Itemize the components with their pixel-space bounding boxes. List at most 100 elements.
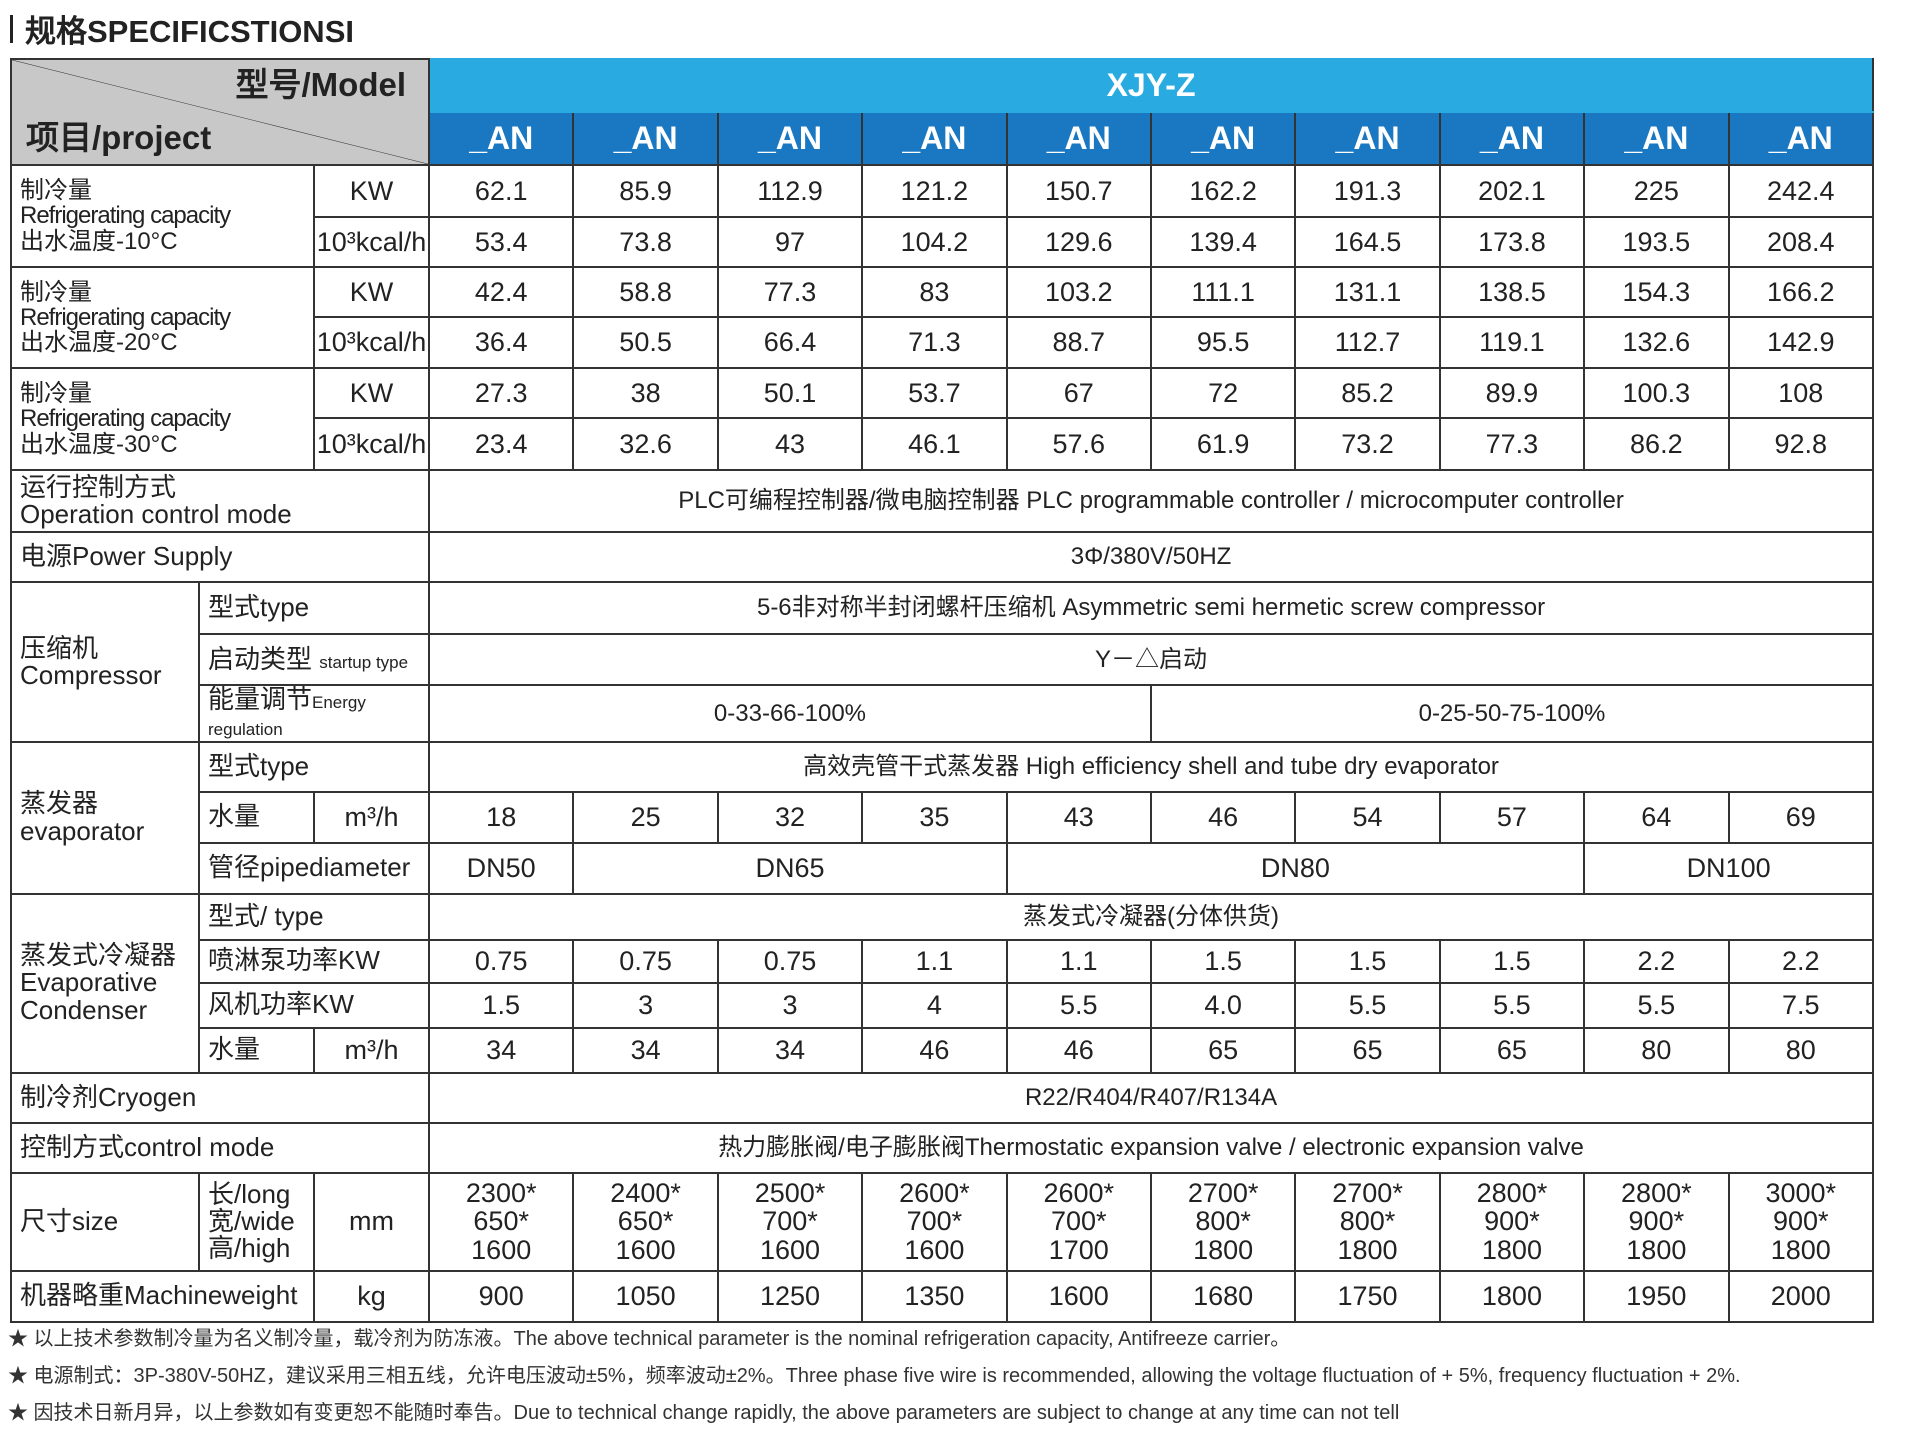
value-cell: 2.2 bbox=[1583, 938, 1730, 984]
table-row: 制冷剂Cryogen R22/R404/R407/R134A bbox=[10, 1071, 1875, 1124]
footnote: ★ 以上技术参数制冷量为名义制冷量，载冷剂为防冻液。The above tech… bbox=[8, 1328, 1291, 1350]
startup-label: 启动类型 startup type bbox=[198, 633, 430, 686]
model-label: 型号/Model bbox=[235, 66, 407, 103]
capacity-label: 制冷量 Refrigerating capacity 出水温度-30°C bbox=[10, 367, 315, 471]
dim-value: 1700 bbox=[1048, 1234, 1109, 1265]
label-cn: 制冷量 bbox=[20, 380, 92, 408]
model-header: _AN bbox=[427, 111, 575, 166]
pipe-value: DN100 bbox=[1583, 841, 1875, 895]
label-en: startup type bbox=[319, 652, 409, 672]
evaporator-label: 蒸发器 evaporator bbox=[10, 740, 200, 895]
power-label: 电源Power Supply bbox=[10, 531, 430, 583]
label-cn: 蒸发器 bbox=[20, 788, 99, 819]
project-label: 项目/project bbox=[26, 119, 212, 157]
value-cell: 4 bbox=[861, 981, 1008, 1029]
value-cell: 85.2 bbox=[1294, 367, 1441, 419]
table-row: 尺寸size 长/long 宽/wide 高/high mm 2300* 650* 1600 2… bbox=[10, 1171, 1875, 1272]
table-row: 水量 m³/h 18 25 32 35 43 46 54 57 64 69 bbox=[11, 790, 1875, 844]
size-value: 2800* 900* 1800 bbox=[1438, 1171, 1586, 1272]
table-row: 10³kcal/h 53.4 73.8 97 104.2 129.6 139.4 164.5 1… bbox=[11, 216, 1875, 268]
section-title: 规格SPECIFICSTIONSI bbox=[10, 6, 354, 51]
value-cell: 58.8 bbox=[572, 266, 719, 318]
value-cell: 193.5 bbox=[1583, 216, 1730, 268]
value-cell: 71.3 bbox=[861, 316, 1008, 369]
value-cell: 104.2 bbox=[861, 216, 1008, 268]
table-row: 能量调节Energy regulation 0-33-66-100% 0-25-50… bbox=[11, 684, 1875, 743]
table-row: 制冷量 Refrigerating capacity 出水温度-30°C KW 27.3… bbox=[10, 367, 1875, 471]
value-cell: 23.4 bbox=[427, 417, 575, 471]
dim-value: 2800* bbox=[1476, 1178, 1548, 1209]
pump-label: 喷淋泵功率KW bbox=[198, 938, 430, 984]
unit-cell: KW bbox=[313, 266, 430, 318]
size-value: 2700* 800* 1800 bbox=[1294, 1171, 1441, 1272]
dim-value: 1800 bbox=[1481, 1234, 1542, 1265]
value-cell: 88.7 bbox=[1005, 316, 1152, 369]
label-en: Compressor bbox=[20, 659, 162, 690]
value-cell: 43 bbox=[1005, 790, 1152, 844]
value-cell: 54 bbox=[1294, 790, 1441, 844]
value-cell: 131.1 bbox=[1294, 266, 1441, 318]
control-value: 热力膨胀阀/电子膨胀阀Thermostatic expansion valve … bbox=[427, 1121, 1875, 1174]
value-cell: 38 bbox=[572, 367, 719, 419]
table-row: 水量 m³/h 34 34 34 46 46 65 65 65 80 80 bbox=[11, 1026, 1875, 1074]
value-cell: 900 bbox=[427, 1269, 575, 1323]
size-value: 2800* 900* 1800 bbox=[1583, 1171, 1730, 1272]
value-cell: 89.9 bbox=[1438, 367, 1586, 419]
table-row: 10³kcal/h 36.4 50.5 66.4 71.3 88.7 95.5 112.7 11… bbox=[11, 316, 1875, 369]
value-cell: 72 bbox=[1149, 367, 1297, 419]
value-cell: 0.75 bbox=[572, 938, 719, 984]
unit-cell: KW bbox=[313, 164, 430, 218]
value-cell: 32.6 bbox=[572, 417, 719, 471]
power-value: 3Φ/380V/50HZ bbox=[427, 531, 1875, 583]
value-cell: 100.3 bbox=[1583, 367, 1730, 419]
dim-value: 1600 bbox=[471, 1234, 532, 1265]
weight-label: 机器略重Machineweight bbox=[10, 1269, 315, 1323]
dim-value: 700* bbox=[762, 1206, 818, 1237]
value-cell: 34 bbox=[716, 1026, 864, 1074]
table-row: 喷淋泵功率KW 0.75 0.75 0.75 1.1 1.1 1.5 1.5 1.5 2.2 2.2 bbox=[11, 938, 1875, 984]
dim-value: 700* bbox=[906, 1206, 963, 1237]
table-row: 蒸发式冷凝器 Evaporative Condenser 型式/ type 蒸发式冷凝… bbox=[10, 892, 1875, 1074]
dim-value: 2700* bbox=[1187, 1178, 1259, 1209]
value-cell: 208.4 bbox=[1727, 216, 1875, 268]
model-header: _AN bbox=[1149, 111, 1297, 166]
refrigerant-value: R22/R404/R407/R134A bbox=[427, 1071, 1875, 1124]
dim-value: 900* bbox=[1628, 1206, 1685, 1237]
dim-value: 1800 bbox=[1193, 1234, 1254, 1265]
size-dims: 长/long 宽/wide 高/high bbox=[198, 1171, 315, 1272]
value-cell: 36.4 bbox=[427, 316, 575, 369]
size-value: 2300* 650* 1600 bbox=[427, 1171, 575, 1272]
value-cell: 61.9 bbox=[1149, 417, 1297, 471]
dim-value: 2300* bbox=[465, 1178, 537, 1209]
value-cell: 225 bbox=[1583, 164, 1730, 218]
value-cell: 25 bbox=[572, 790, 719, 844]
label-en: Operation control mode bbox=[20, 499, 292, 529]
temp-label: 出水温度-10°C bbox=[20, 227, 178, 255]
value-cell: 77.3 bbox=[1438, 417, 1586, 471]
unit-cell: 10³kcal/h bbox=[313, 216, 430, 268]
table-row: 压缩机 Compressor 型式type 5-6非对称半封闭螺杆压缩机 Asymme… bbox=[10, 581, 1875, 743]
dim-value: 900* bbox=[1773, 1206, 1829, 1237]
label-en: Refrigerating capacity bbox=[20, 202, 231, 230]
unit-cell: mm bbox=[313, 1171, 430, 1272]
value-cell: 57.6 bbox=[1005, 417, 1152, 471]
value-cell: 73.2 bbox=[1294, 417, 1441, 471]
dim-value: 2700* bbox=[1332, 1178, 1403, 1209]
value-cell: 92.8 bbox=[1727, 417, 1875, 471]
table-row: 10³kcal/h 23.4 32.6 43 46.1 57.6 61.9 73.2 77.3 8… bbox=[11, 417, 1875, 471]
dim-label: 高/high bbox=[208, 1233, 291, 1264]
value-cell: 95.5 bbox=[1149, 316, 1297, 369]
type-value: 蒸发式冷凝器(分体供货) bbox=[427, 892, 1875, 941]
value-cell: 150.7 bbox=[1005, 164, 1152, 218]
size-value: 2500* 700* 1600 bbox=[716, 1171, 864, 1272]
value-cell: 1600 bbox=[1005, 1269, 1152, 1323]
value-cell: 2000 bbox=[1727, 1269, 1875, 1323]
water-label: 水量 bbox=[198, 790, 315, 844]
value-cell: 1.5 bbox=[1294, 938, 1441, 984]
fan-label: 风机功率KW bbox=[198, 981, 430, 1029]
value-cell: 112.9 bbox=[716, 164, 864, 218]
unit-cell: kg bbox=[313, 1269, 430, 1323]
size-value: 2600* 700* 1700 bbox=[1005, 1171, 1152, 1272]
model-header: _AN bbox=[716, 111, 864, 166]
operation-label: 运行控制方式 Operation control mode bbox=[10, 469, 430, 533]
